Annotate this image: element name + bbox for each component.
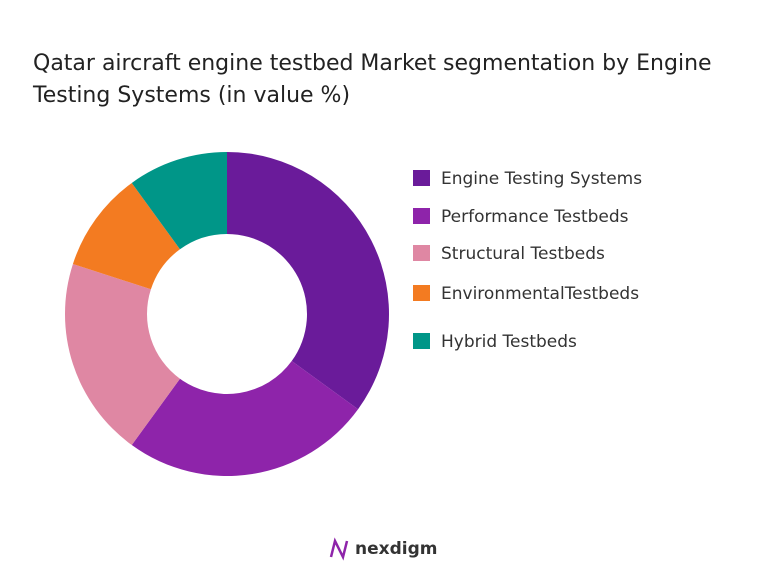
legend-label: Hybrid Testbeds bbox=[441, 332, 577, 352]
legend-label: Performance Testbeds bbox=[441, 207, 629, 227]
logo: nexdigm bbox=[329, 537, 437, 561]
chart-title: Qatar aircraft engine testbed Market seg… bbox=[33, 51, 712, 108]
donut-slice bbox=[227, 152, 389, 410]
legend-swatch bbox=[413, 333, 430, 349]
legend-swatch bbox=[413, 285, 430, 301]
donut-slice bbox=[131, 361, 359, 476]
donut-slice bbox=[72, 182, 180, 290]
donut-slice bbox=[64, 263, 180, 446]
brand: nexdigm bbox=[355, 539, 437, 559]
legend-label: Structural Testbeds bbox=[441, 244, 605, 264]
legend-swatch bbox=[413, 170, 430, 186]
legend-swatch bbox=[413, 208, 430, 224]
donut-slice bbox=[131, 152, 227, 250]
legend-label: Engine Testing Systems bbox=[441, 169, 642, 189]
logo-icon bbox=[329, 537, 349, 561]
legend-label: EnvironmentalTestbeds bbox=[441, 284, 639, 304]
legend-swatch bbox=[413, 245, 430, 261]
